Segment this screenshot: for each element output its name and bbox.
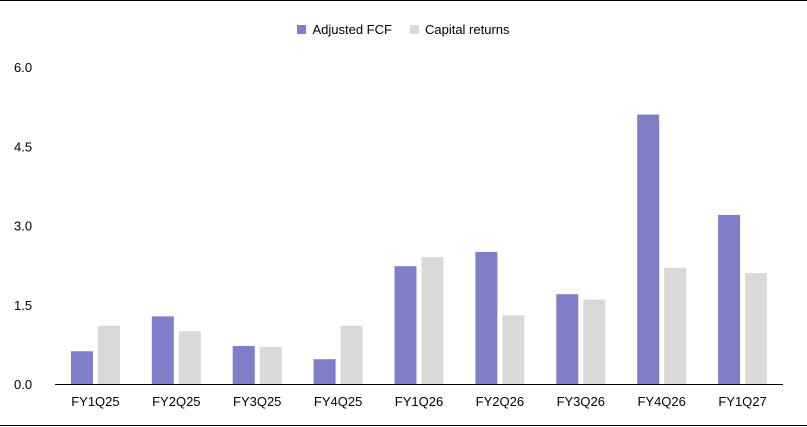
bar-capital-returns — [421, 257, 444, 384]
bar-capital-returns — [583, 299, 606, 384]
legend-swatch-capital-returns — [409, 25, 419, 34]
x-tick-label: FY1Q25 — [71, 394, 119, 409]
legend-swatch-adjusted-fcf — [297, 25, 307, 34]
y-tick-label: 6.0 — [14, 60, 32, 75]
x-tick-label: FY4Q26 — [637, 394, 685, 409]
bar-adjusted-fcf — [475, 251, 498, 384]
x-tick-label: FY4Q25 — [314, 394, 362, 409]
y-tick-label: 4.5 — [14, 139, 32, 154]
bar-capital-returns — [502, 315, 525, 384]
bar-capital-returns — [664, 267, 687, 384]
bar-adjusted-fcf — [718, 214, 741, 384]
x-tick-label: FY3Q25 — [233, 394, 281, 409]
x-tick-label: FY1Q26 — [395, 394, 443, 409]
legend-label-capital-returns: Capital returns — [424, 22, 510, 37]
bar-adjusted-fcf — [313, 359, 336, 384]
legend-label-adjusted-fcf: Adjusted FCF — [312, 22, 392, 37]
bar-capital-returns — [259, 347, 282, 384]
bar-capital-returns — [340, 325, 363, 384]
bar-capital-returns — [97, 325, 120, 384]
x-tick-label: FY3Q26 — [557, 394, 605, 409]
legend-item-capital-returns: Capital returns — [409, 22, 510, 37]
bar-adjusted-fcf — [232, 345, 255, 384]
x-tick-label: FY2Q26 — [476, 394, 524, 409]
bar-adjusted-fcf — [637, 114, 660, 385]
bar-adjusted-fcf — [556, 294, 579, 384]
y-tick-label: 0.0 — [14, 377, 32, 392]
y-tick-label: 1.5 — [14, 298, 32, 313]
bar-capital-returns — [745, 273, 768, 384]
bar-adjusted-fcf — [394, 266, 417, 384]
top-rule — [0, 0, 807, 1]
bar-adjusted-fcf — [151, 316, 174, 384]
bottom-rule — [0, 425, 807, 426]
y-tick-label: 3.0 — [14, 219, 32, 234]
bar-adjusted-fcf — [70, 351, 93, 384]
bar-capital-returns — [178, 331, 201, 384]
x-tick-label: FY2Q25 — [152, 394, 200, 409]
legend-item-adjusted-fcf: Adjusted FCF — [297, 22, 392, 37]
x-tick-label: FY1Q27 — [718, 394, 766, 409]
chart-legend: Adjusted FCF Capital returns — [0, 22, 807, 37]
